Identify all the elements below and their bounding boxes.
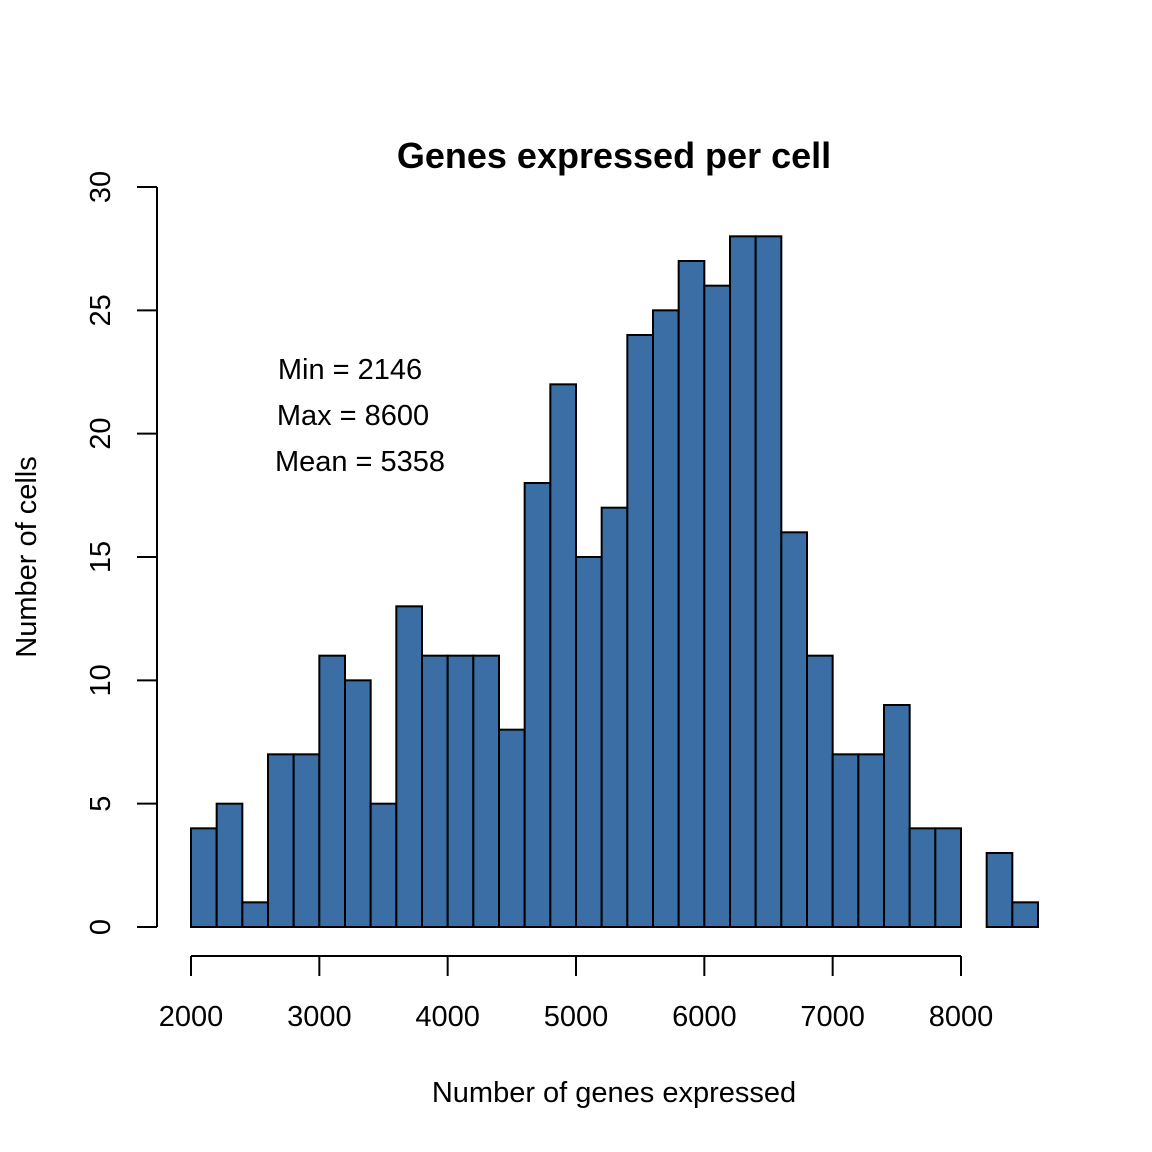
x-tick-label: 7000 [800,1001,865,1033]
bars-group [190,235,1039,929]
annotation-min: Min = 2146 [278,354,422,386]
histogram-bar [652,309,680,929]
histogram-bar [883,704,911,928]
histogram-bar [831,753,860,928]
histogram-bar [369,802,398,929]
y-axis-label: Number of cells [11,456,43,657]
histogram-bar [318,654,347,929]
histogram-bar [908,827,937,928]
histogram-bar [677,260,706,928]
histogram-bar [626,334,654,928]
y-axis: 0 5 10 15 20 25 30 [85,171,158,935]
histogram-bar [190,827,218,928]
y-tick-label: 20 [85,418,117,450]
histogram-bar [215,802,244,929]
x-tick-label: 6000 [672,1001,737,1033]
histogram-bar [754,235,783,929]
histogram-bar [292,753,321,928]
histogram-bar [934,827,962,928]
histogram-bar [1011,901,1039,928]
annotation-max: Max = 8600 [277,400,429,432]
histogram-bar [806,654,834,929]
histogram-bar [703,284,731,928]
y-tick-label: 25 [85,294,117,326]
y-tick-label: 0 [85,919,117,935]
x-tick-label: 5000 [544,1001,609,1033]
histogram-bar [267,753,295,928]
histogram-bar [600,506,629,928]
histogram-bar [549,383,577,929]
histogram-bar [241,901,269,928]
x-axis: 2000 3000 4000 5000 6000 7000 8000 [159,955,994,1033]
x-tick-label: 3000 [287,1001,352,1033]
x-tick-label: 8000 [929,1001,994,1033]
histogram-bar [780,531,808,928]
histogram-bar [729,235,757,929]
histogram-bar [472,654,501,929]
histogram-bar [498,728,526,929]
histogram-bar [575,556,603,928]
annotation-mean: Mean = 5358 [275,446,445,478]
histogram-bar [344,679,372,928]
y-tick-label: 15 [85,541,117,573]
x-tick-label: 4000 [415,1001,480,1033]
x-axis-label: Number of genes expressed [432,1077,796,1109]
y-tick-label: 30 [85,171,117,203]
histogram-bar [421,654,449,929]
histogram-bar [446,654,475,929]
histogram-bar [857,753,885,928]
histogram-bar [523,482,552,928]
y-tick-label: 5 [85,796,117,812]
y-tick-label: 10 [85,664,117,696]
histogram-bar [985,852,1014,928]
x-tick-label: 2000 [159,1001,224,1033]
histogram-bar [395,605,424,928]
chart-title: Genes expressed per cell [397,135,831,176]
